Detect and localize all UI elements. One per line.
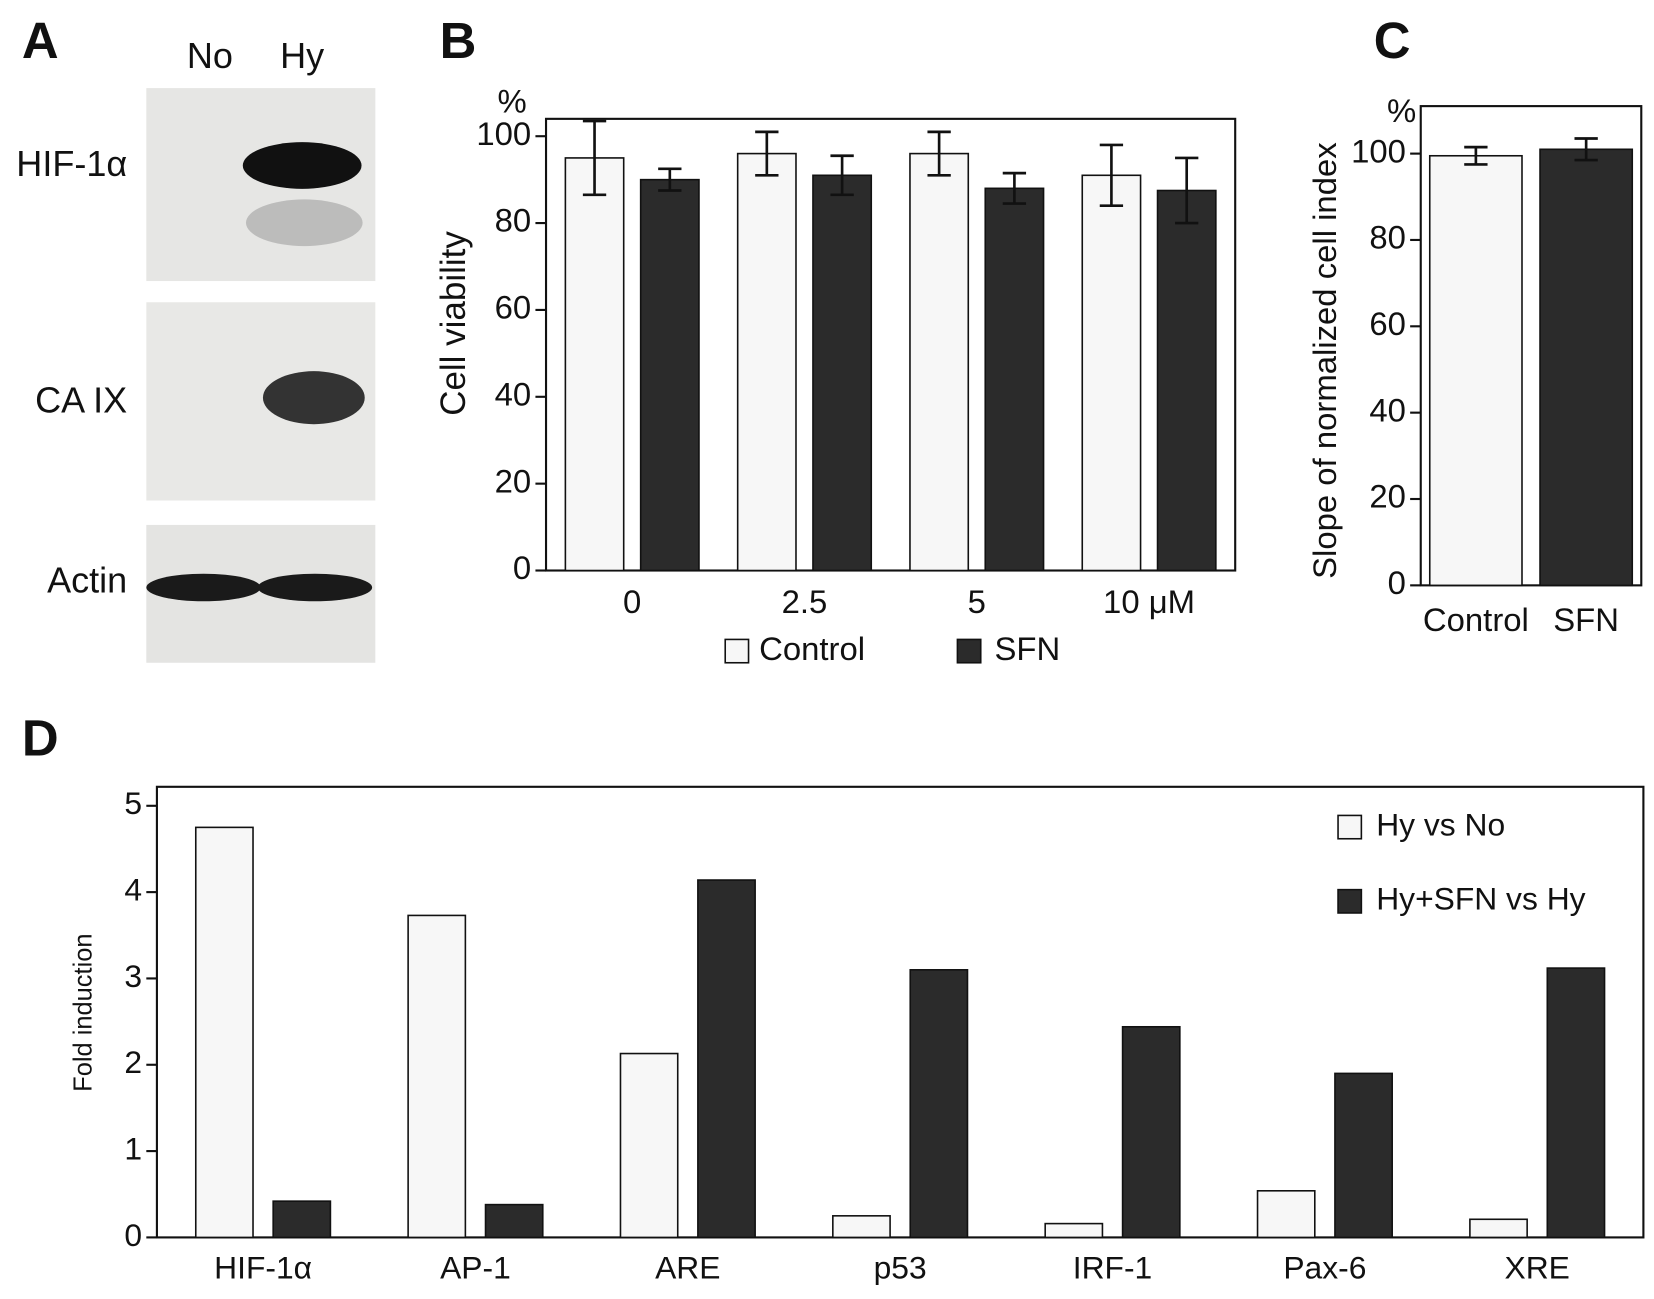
x-tick-label: HIF-1α — [214, 1250, 312, 1286]
y-axis-label: Fold induction — [70, 933, 98, 1091]
y-unit: % — [1387, 92, 1416, 129]
error-bar — [830, 154, 854, 197]
y-tick-label: 80 — [1369, 219, 1406, 256]
blot-band — [262, 371, 365, 425]
bar — [1546, 967, 1606, 1239]
error-bar — [1574, 137, 1598, 162]
error-bar — [1175, 156, 1199, 225]
x-tick-label: AP-1 — [440, 1250, 511, 1286]
bar — [984, 187, 1045, 572]
legend-swatch — [1337, 814, 1363, 840]
bar — [1334, 1072, 1393, 1239]
y-tick-label: 40 — [1369, 391, 1406, 428]
blot-band — [257, 573, 373, 602]
bar — [1121, 1025, 1181, 1239]
y-tick-label: 100 — [1351, 132, 1406, 169]
bar — [909, 969, 969, 1239]
row-label: Actin — [47, 560, 127, 601]
y-tick-label: 60 — [1369, 305, 1406, 342]
y-axis-label: Slope of normalized cell index — [1306, 142, 1343, 579]
legend-label: Hy+SFN vs Hy — [1376, 881, 1585, 917]
bar — [484, 1203, 544, 1239]
y-tick-label: 1 — [124, 1130, 142, 1166]
bar — [736, 152, 797, 572]
bar — [639, 178, 700, 572]
bar — [1469, 1218, 1528, 1239]
bar — [194, 826, 254, 1239]
error-bar — [1002, 171, 1027, 205]
plot-frame — [1419, 105, 1643, 587]
x-tick-label: Pax-6 — [1283, 1250, 1366, 1286]
x-tick-label: 5 — [968, 583, 986, 620]
blot-band — [146, 573, 261, 602]
error-bar — [582, 119, 607, 197]
blot: No Hy HIF-1α CA IX Actin — [16, 35, 376, 663]
y-tick-label: 0 — [1388, 564, 1406, 601]
legend-label: Control — [759, 630, 865, 667]
y-tick-label: 2 — [124, 1044, 142, 1080]
blot-band — [245, 199, 363, 247]
bar — [909, 152, 970, 572]
bar — [564, 157, 625, 572]
x-tick-label: 0 — [623, 583, 641, 620]
x-tick-label: SFN — [1553, 601, 1619, 638]
x-tick-label: Control — [1423, 601, 1529, 638]
y-tick-label: 100 — [476, 115, 531, 152]
row-label: HIF-1α — [16, 143, 127, 184]
x-tick-label: p53 — [874, 1250, 927, 1286]
bar — [407, 914, 467, 1239]
bar — [697, 879, 756, 1239]
error-bar — [1464, 145, 1488, 166]
y-tick-label: 5 — [124, 785, 142, 821]
x-tick-label: 2.5 — [782, 583, 828, 620]
legend-label: Hy vs No — [1376, 806, 1505, 842]
bar — [832, 1215, 891, 1239]
bar — [812, 174, 873, 572]
y-tick-label: 60 — [495, 289, 532, 326]
bar — [1539, 148, 1634, 587]
lane-label: No — [187, 35, 233, 76]
legend-label: SFN — [995, 630, 1061, 667]
y-tick-label: 4 — [124, 872, 142, 908]
x-tick-label: ARE — [655, 1250, 720, 1286]
error-bar — [755, 130, 779, 177]
bar — [1428, 154, 1523, 587]
panel-label: B — [440, 12, 477, 69]
y-tick-label: 3 — [124, 958, 142, 994]
y-unit: % — [497, 83, 526, 120]
panel-label: C — [1374, 12, 1411, 69]
y-tick-label: 80 — [495, 202, 532, 239]
error-bar — [1099, 143, 1124, 208]
bar — [1156, 189, 1217, 572]
x-tick-label: XRE — [1505, 1250, 1570, 1286]
y-tick-label: 0 — [513, 549, 531, 586]
y-tick-label: 20 — [1369, 478, 1406, 515]
error-bar — [658, 167, 682, 192]
panel-label: D — [22, 710, 59, 767]
legend-swatch — [724, 638, 750, 664]
bar — [1081, 174, 1142, 572]
y-tick-label: 40 — [495, 375, 532, 412]
blot-strip — [146, 88, 376, 282]
blot-band — [242, 142, 362, 189]
plot-frame — [544, 117, 1237, 572]
bar — [1256, 1190, 1316, 1239]
row-label: CA IX — [35, 380, 127, 421]
bar — [1044, 1222, 1104, 1239]
lane-label: Hy — [280, 35, 324, 76]
y-tick-label: 0 — [124, 1217, 142, 1253]
y-axis-label: Cell viability — [434, 231, 473, 416]
bar — [619, 1052, 679, 1239]
legend-swatch — [1337, 888, 1363, 914]
plot-frame — [155, 785, 1645, 1239]
error-bar — [927, 130, 951, 177]
bar — [272, 1200, 332, 1239]
y-tick-label: 20 — [495, 462, 532, 499]
x-tick-label: 10 μM — [1103, 583, 1195, 620]
panel-label: A — [22, 12, 59, 69]
legend-swatch — [956, 638, 982, 664]
x-tick-label: IRF-1 — [1073, 1250, 1153, 1286]
